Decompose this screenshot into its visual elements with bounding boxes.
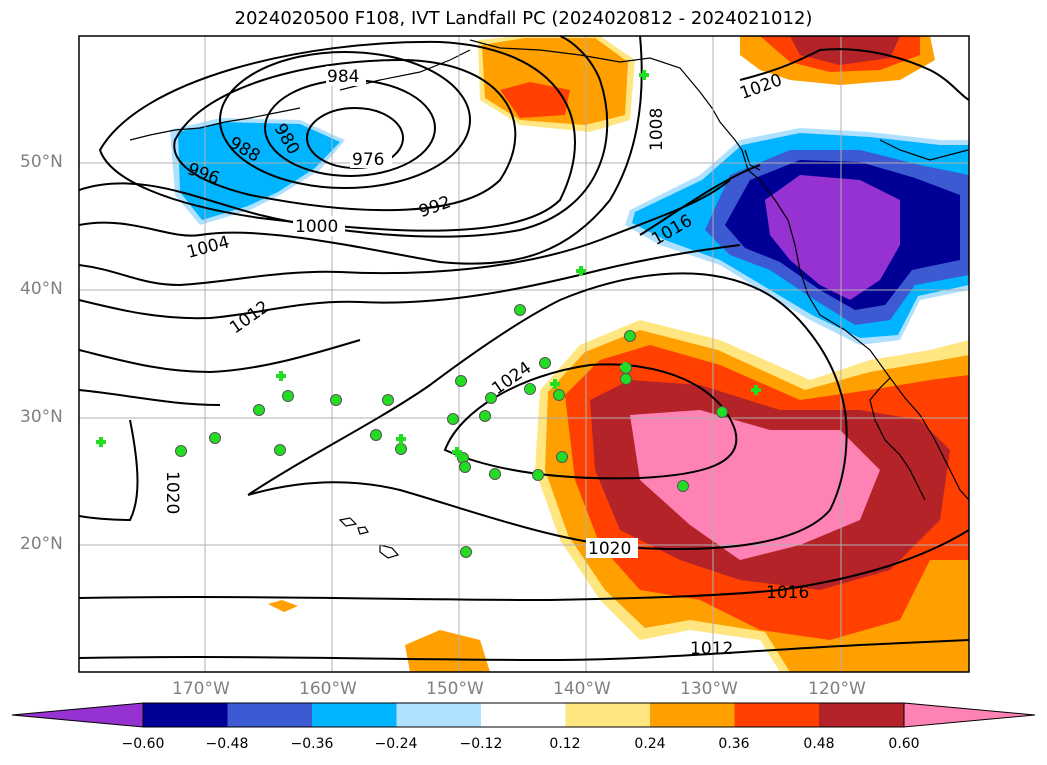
colorbar-swatch-4 <box>396 703 481 727</box>
isobar-label-1008: 1008 <box>647 108 667 151</box>
graticule <box>79 36 969 672</box>
lat-label-20n: 20°N <box>20 534 63 554</box>
colorbar-tick-label: 0.48 <box>803 736 835 752</box>
lon-label-150w: 150°W <box>426 679 484 699</box>
colorbar-extend-high <box>903 702 1036 728</box>
coastlines <box>129 39 969 559</box>
lon-label-140w: 140°W <box>553 679 611 699</box>
colorbar-swatch-3 <box>312 703 397 727</box>
ivt-negative <box>170 118 969 345</box>
colorbar-swatch-6 <box>565 703 650 727</box>
lon-label-120w: 120°W <box>808 679 866 699</box>
colorbar <box>11 702 1036 728</box>
colorbar-tick-label: 0.60 <box>888 736 920 752</box>
colorbar-tick-label: −0.24 <box>374 736 418 752</box>
isobars <box>79 36 969 662</box>
colorbar-tick-label: 0.12 <box>549 736 581 752</box>
colorbar-swatch-8 <box>734 703 819 727</box>
lat-label-30n: 30°N <box>20 407 63 427</box>
colorbar-swatch-1 <box>143 703 228 727</box>
isobar-label-1020-south: 1020 <box>588 539 631 559</box>
colorbar-swatch-7 <box>650 703 735 727</box>
colorbar-swatch-5 <box>481 703 566 727</box>
landfall-plus-markers <box>96 70 761 457</box>
colorbar-tick-label: −0.60 <box>121 736 165 752</box>
ivt-positive-southeast <box>268 320 969 672</box>
map-title: 2024020500 F108, IVT Landfall PC (202402… <box>234 8 813 29</box>
lon-label-170w: 170°W <box>172 679 230 699</box>
lat-label-40n: 40°N <box>20 279 63 299</box>
lat-label-50n: 50°N <box>20 152 63 172</box>
lon-label-130w: 130°W <box>680 679 738 699</box>
colorbar-swatch-2 <box>227 703 312 727</box>
colorbar-tick-label: −0.36 <box>290 736 334 752</box>
colorbar-tick-label: 0.36 <box>718 736 750 752</box>
isobar-label-984: 984 <box>327 67 359 87</box>
isobar-label-1020-west: 1020 <box>162 471 182 514</box>
colorbar-swatch-9 <box>819 703 904 727</box>
colorbar-extend-low <box>11 702 144 728</box>
isobar-label-976: 976 <box>352 150 384 170</box>
colorbar-tick-label: −0.48 <box>205 736 249 752</box>
isobar-label-1016-south: 1016 <box>766 583 809 603</box>
isobar-label-1012-south: 1012 <box>690 639 733 659</box>
lon-label-160w: 160°W <box>299 679 357 699</box>
map-frame <box>78 35 970 673</box>
colorbar-tick-label: 0.24 <box>634 736 666 752</box>
colorbar-tick-label: −0.12 <box>459 736 503 752</box>
landfall-markers <box>175 304 728 558</box>
isobar-label-1000: 1000 <box>295 217 338 237</box>
